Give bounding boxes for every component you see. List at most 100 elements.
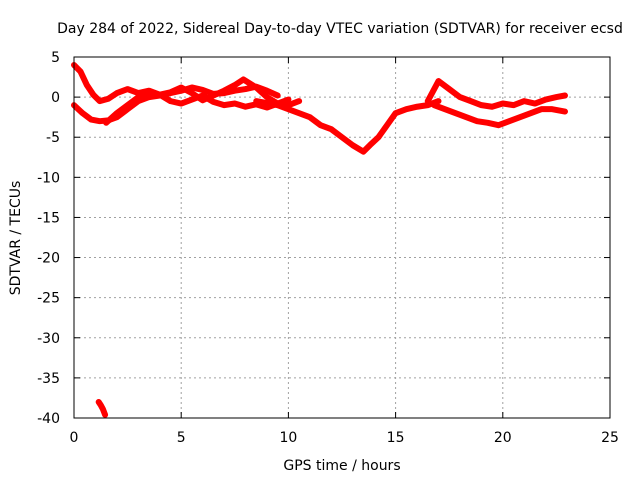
- data-point: [446, 86, 452, 92]
- data-point: [114, 90, 120, 96]
- y-tick-label: -5: [46, 130, 60, 146]
- y-tick-label: -40: [37, 411, 60, 427]
- data-point: [221, 90, 227, 96]
- data-point: [178, 88, 184, 94]
- x-tick-label: 10: [279, 430, 297, 446]
- data-point: [200, 93, 206, 99]
- data-point: [506, 118, 512, 124]
- data-point: [275, 93, 281, 99]
- data-point: [146, 90, 152, 96]
- data-point: [435, 78, 441, 84]
- data-point: [328, 126, 334, 132]
- data-point: [88, 117, 94, 123]
- data-point: [264, 94, 270, 100]
- data-point: [521, 98, 527, 104]
- data-point: [232, 101, 238, 107]
- data-point: [103, 120, 109, 126]
- data-point: [240, 76, 246, 82]
- data-point: [97, 98, 103, 104]
- data-point: [285, 97, 291, 103]
- data-point: [318, 122, 324, 128]
- x-tick-label: 25: [601, 430, 619, 446]
- data-point: [485, 120, 491, 126]
- data-point: [100, 406, 106, 412]
- data-point: [253, 98, 259, 104]
- y-tick-label: -25: [37, 291, 60, 307]
- data-point: [243, 104, 249, 110]
- y-tick-label: -20: [37, 251, 60, 267]
- data-point: [367, 142, 373, 148]
- data-point: [457, 94, 463, 100]
- y-axis-label: SDTVAR / TECUs: [8, 181, 24, 296]
- data-point: [403, 106, 409, 112]
- data-point: [243, 86, 249, 92]
- data-point: [375, 134, 381, 140]
- x-tick-label: 20: [494, 430, 512, 446]
- x-axis-label: GPS time / hours: [283, 458, 400, 474]
- data-point: [511, 102, 517, 108]
- data-point: [90, 92, 96, 98]
- data-point: [210, 91, 216, 97]
- data-point: [474, 118, 480, 124]
- data-point: [97, 118, 103, 124]
- data-point: [114, 110, 120, 116]
- data-point: [360, 149, 366, 155]
- data-point: [528, 110, 534, 116]
- data-point: [435, 98, 441, 104]
- data-point: [232, 88, 238, 94]
- data-point: [135, 94, 141, 100]
- data-point: [393, 110, 399, 116]
- data-point: [189, 97, 195, 103]
- data-point: [478, 102, 484, 108]
- data-point: [384, 122, 390, 128]
- data-point: [167, 90, 173, 96]
- data-point: [189, 84, 195, 90]
- data-point: [307, 114, 313, 120]
- data-point: [549, 106, 555, 112]
- axis-ticks: 0 5 10 15 20 25 5 0 -5 -10 -15 -20 -25 -30 -35 -40: [37, 50, 619, 446]
- data-point: [339, 134, 345, 140]
- data-point: [253, 84, 259, 90]
- data-point: [189, 90, 195, 96]
- data-point: [562, 93, 568, 99]
- data-point: [468, 98, 474, 104]
- series-line-track-e: [424, 78, 568, 110]
- data-point: [84, 82, 90, 88]
- data-point: [98, 402, 104, 408]
- data-point: [102, 412, 108, 418]
- y-tick-label: -35: [37, 371, 60, 387]
- data-point: [210, 99, 216, 105]
- data-point: [562, 109, 568, 115]
- data-point: [77, 68, 83, 74]
- data-point: [125, 102, 131, 108]
- x-tick-label: 0: [70, 430, 79, 446]
- x-tick-label: 15: [387, 430, 405, 446]
- y-tick-label: 0: [51, 90, 60, 106]
- data-point: [296, 98, 302, 104]
- data-point: [200, 87, 206, 93]
- data-point: [296, 110, 302, 116]
- data-point: [489, 104, 495, 110]
- data-point: [517, 114, 523, 120]
- data-point: [221, 102, 227, 108]
- data-point: [80, 110, 86, 116]
- y-tick-label: -15: [37, 210, 60, 226]
- data-point: [532, 101, 538, 107]
- data-point: [105, 96, 111, 102]
- data-point: [442, 106, 448, 112]
- x-tick-label: 5: [177, 430, 186, 446]
- series-line-track-d: [253, 98, 442, 155]
- data-point: [232, 82, 238, 88]
- series-line-track-f: [431, 102, 568, 129]
- data-point: [543, 97, 549, 103]
- data-point: [285, 106, 291, 112]
- data-point: [500, 101, 506, 107]
- data-series: [71, 62, 568, 418]
- y-tick-label: 5: [51, 50, 60, 66]
- y-tick-label: -30: [37, 331, 60, 347]
- data-point: [425, 102, 431, 108]
- data-point: [553, 94, 559, 100]
- plot-frame: [73, 56, 611, 419]
- data-point: [414, 104, 420, 110]
